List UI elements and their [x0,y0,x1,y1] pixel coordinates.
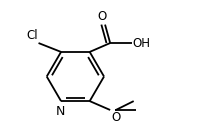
Text: OH: OH [133,37,151,50]
Text: O: O [111,111,121,124]
Text: O: O [98,10,107,22]
Text: Cl: Cl [26,29,37,42]
Text: N: N [55,104,65,118]
